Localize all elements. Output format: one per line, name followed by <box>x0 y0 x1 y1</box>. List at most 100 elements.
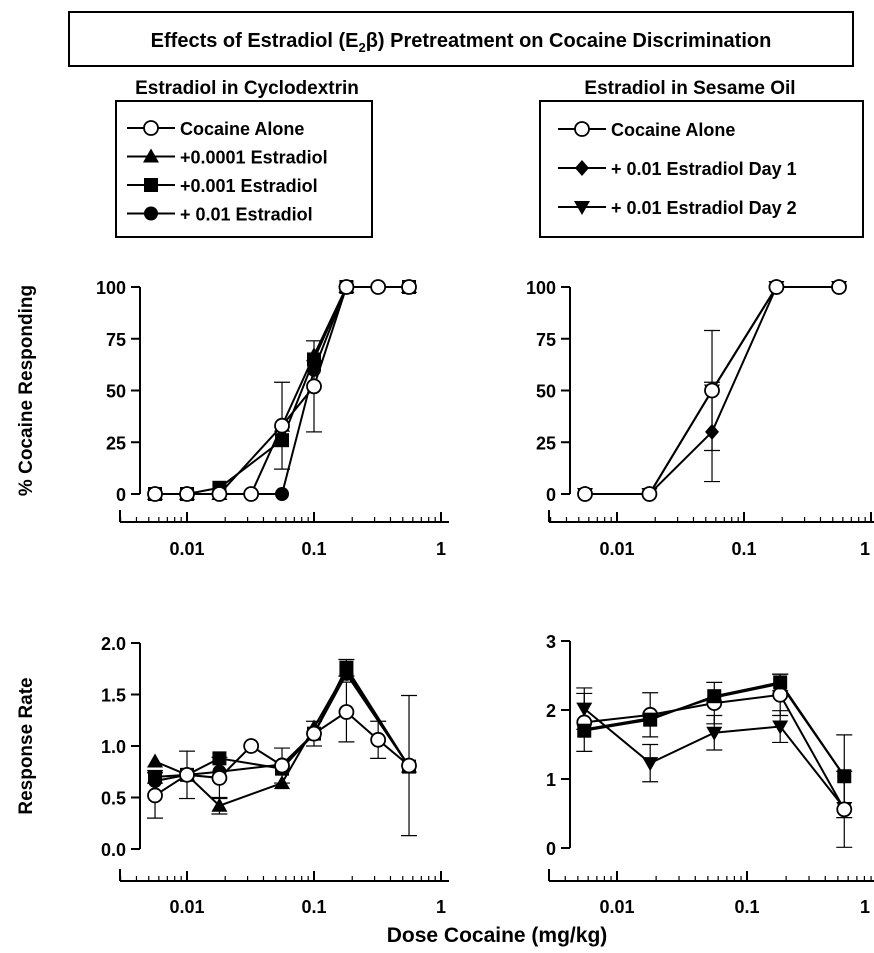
data-point-open-circle <box>306 725 322 742</box>
legend-marker-open-circle <box>143 120 159 136</box>
data-point-square <box>307 352 321 367</box>
y-tick-label: 50 <box>536 382 556 402</box>
legend-label-right-1: + 0.01 Estradiol Day 1 <box>611 159 797 179</box>
y-tick-label: 1 <box>546 770 556 790</box>
x-tick-label: 1 <box>436 897 446 917</box>
data-point-open-circle <box>274 417 290 434</box>
legend-entry-right-1: + 0.01 Estradiol Day 1 <box>558 159 797 179</box>
data-point-open-circle <box>306 378 322 395</box>
markers-open-circle <box>577 279 847 502</box>
data-point-open-circle <box>704 382 720 399</box>
y-tick-label: 3 <box>546 632 556 652</box>
data-point-open-circle <box>836 801 853 818</box>
y-tick-label: 0 <box>546 839 556 859</box>
data-point-open-circle <box>401 757 417 774</box>
legend-marker-square <box>144 178 158 192</box>
y-tick-label: 75 <box>536 330 556 350</box>
data-point-open-circle <box>179 486 195 502</box>
legend-entry-left-2: +0.001 Estradiol <box>127 176 318 196</box>
x-tick-label: 1 <box>860 897 870 917</box>
data-point-triangle-up <box>274 775 291 790</box>
legend-label-left-0: Cocaine Alone <box>180 119 304 139</box>
y-tick-label: 2.0 <box>101 634 126 654</box>
y-tick-label: 100 <box>96 278 126 298</box>
y-tick-label: 25 <box>536 433 556 453</box>
data-point-filled-circle <box>148 774 163 789</box>
legend-entry-right-2: + 0.01 Estradiol Day 2 <box>558 198 797 218</box>
chart-panel-sesame-oil-rate: 0 1 2 3 0.01 0.1 1 <box>546 632 874 917</box>
x-tick-label: 0.1 <box>734 897 759 917</box>
y-axis-label: % Cocaine Responding <box>16 285 37 496</box>
legend-entry-left-0: Cocaine Alone <box>127 119 304 139</box>
markers-square <box>577 675 852 784</box>
data-point-square <box>837 769 852 784</box>
legend-marker-triangle-down <box>574 201 590 215</box>
x-tick-label: 0.01 <box>599 897 634 917</box>
y-tick-label: 0.5 <box>101 789 126 809</box>
y-tick-label: 0 <box>546 485 556 505</box>
title-box <box>68 11 854 67</box>
data-point-square <box>643 712 658 727</box>
legend-marker-open-circle <box>574 121 590 137</box>
data-point-filled-circle <box>339 666 354 681</box>
y-tick-label: 100 <box>526 278 556 298</box>
legend-entry-left-3: + 0.01 Estradiol <box>127 205 313 225</box>
legend-label-left-3: + 0.01 Estradiol <box>180 205 313 225</box>
legend-label-right-2: + 0.01 Estradiol Day 2 <box>611 198 797 218</box>
data-point-square <box>275 433 290 448</box>
data-point-open-circle <box>147 787 163 804</box>
legend-label-left-2: +0.001 Estradiol <box>180 176 318 196</box>
legend-marker-filled-circle <box>144 206 158 221</box>
data-point-open-circle <box>338 279 355 295</box>
data-point-square <box>773 675 788 690</box>
x-tick-label: 0.1 <box>301 897 326 917</box>
markers-open-circle <box>576 686 853 818</box>
data-point-filled-circle <box>275 487 290 501</box>
data-point-triangle-down <box>576 702 593 717</box>
data-point-open-circle <box>370 279 387 295</box>
data-point-open-circle <box>179 766 195 783</box>
data-point-square <box>577 723 592 738</box>
y-tick-label: 0.0 <box>101 840 126 860</box>
panel-title-left: Estradiol in Cyclodextrin <box>135 78 359 99</box>
chart-panel-sesame-oil-discrimination: 0 25 50 75 100 0.01 0.1 1 <box>526 278 874 559</box>
legend-marker-diamond <box>575 160 589 176</box>
x-tick-label: 0.01 <box>169 897 204 917</box>
markers-open-circle <box>147 279 417 502</box>
data-point-open-circle <box>274 757 290 774</box>
legend-label-left-1: +0.0001 Estradiol <box>180 148 328 168</box>
data-point-open-circle <box>370 731 387 748</box>
chart-panel-cyclodextrin-discrimination: 0 25 50 75 100 % Cocaine Responding 0.01 0.1 1 <box>16 278 449 559</box>
chart-panel-cyclodextrin-rate: 0.0 0.5 1.0 1.5 2.0 Response Rate 0.01 0.1 1 <box>16 634 449 917</box>
y-tick-label: 0 <box>116 485 126 505</box>
x-tick-label: 0.1 <box>301 539 326 559</box>
legend-marker-triangle-up <box>143 148 159 163</box>
x-tick-label: 1 <box>860 539 870 559</box>
figure-title: Effects of Estradiol (E2β) Pretreatment … <box>151 30 772 55</box>
legend-entry-left-1: +0.0001 Estradiol <box>127 148 328 168</box>
legend-entry-right-0: Cocaine Alone <box>558 120 735 140</box>
data-point-open-circle <box>768 279 785 295</box>
legends: Cocaine Alone +0.0001 Estradiol +0.001 Est… <box>127 119 797 225</box>
figure-header: Effects of Estradiol (E2β) Pretreatment … <box>68 11 864 947</box>
data-point-open-circle <box>211 770 228 786</box>
data-point-square <box>707 689 722 704</box>
data-point-open-circle <box>831 279 847 295</box>
legend-label-right-0: Cocaine Alone <box>611 120 735 140</box>
data-point-open-circle <box>338 704 355 720</box>
data-point-open-circle <box>577 486 593 502</box>
x-tick-label: 0.01 <box>169 539 204 559</box>
x-tick-label: 1 <box>436 539 446 559</box>
x-tick-label: 0.1 <box>731 539 756 559</box>
data-point-triangle-down <box>706 726 723 741</box>
data-point-open-circle <box>243 738 260 754</box>
data-point-open-circle <box>641 486 658 502</box>
y-tick-label: 50 <box>106 382 126 402</box>
data-point-triangle-down <box>772 720 789 735</box>
series-open-circle <box>155 286 410 495</box>
y-tick-label: 1.5 <box>101 686 126 706</box>
y-tick-label: 2 <box>546 701 556 721</box>
data-point-diamond <box>705 423 720 440</box>
